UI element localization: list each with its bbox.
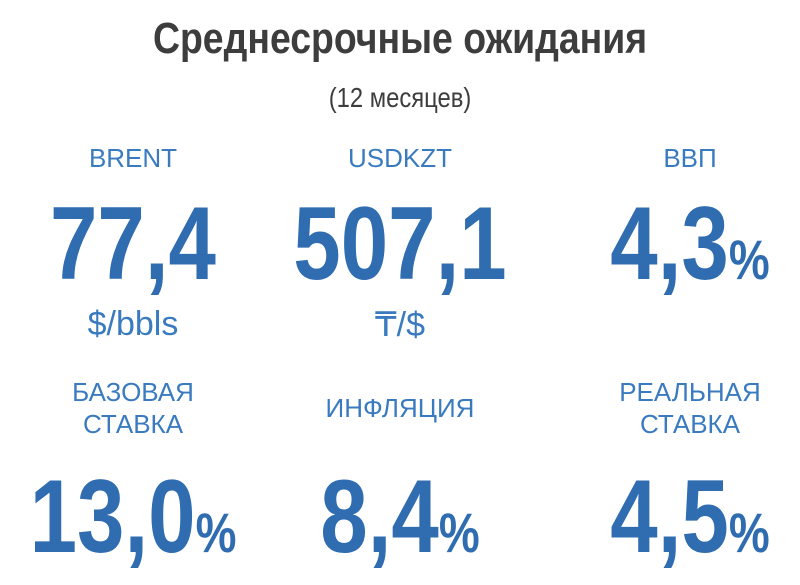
value-number: 4,5 <box>610 459 729 575</box>
value-number: 507,1 <box>293 186 507 302</box>
value-suffix: % <box>728 228 770 291</box>
value-suffix: % <box>195 501 237 564</box>
item-unit: $/bbls <box>87 305 179 343</box>
item-value: 4,3% <box>575 192 800 312</box>
subtitle: (12 месяцев) <box>328 82 472 113</box>
item-value: 8,4% <box>285 465 515 585</box>
value-number: 77,4 <box>50 186 216 302</box>
item-value: 4,5% <box>575 465 800 585</box>
item-label: BRENT <box>88 143 178 173</box>
item-label: БАЗОВАЯ СТАВКА <box>72 377 194 439</box>
item-label: USDKZT <box>348 143 452 173</box>
value-number: 13,0 <box>29 459 196 575</box>
item-label: ВВП <box>663 143 717 173</box>
title: Среднесрочные ожидания <box>152 14 648 63</box>
value-suffix: % <box>438 501 480 564</box>
item-value: 507,1 <box>285 192 515 296</box>
value-number: 4,3 <box>610 186 729 302</box>
item-label: РЕАЛЬНАЯ СТАВКА <box>619 377 761 439</box>
item-value: 13,0% <box>18 465 248 585</box>
item-value: 77,4 <box>18 192 248 296</box>
value-suffix: % <box>728 501 770 564</box>
value-number: 8,4 <box>320 459 439 575</box>
item-unit: ₸/$ <box>375 306 425 344</box>
item-label: ИНФЛЯЦИЯ <box>325 393 475 423</box>
